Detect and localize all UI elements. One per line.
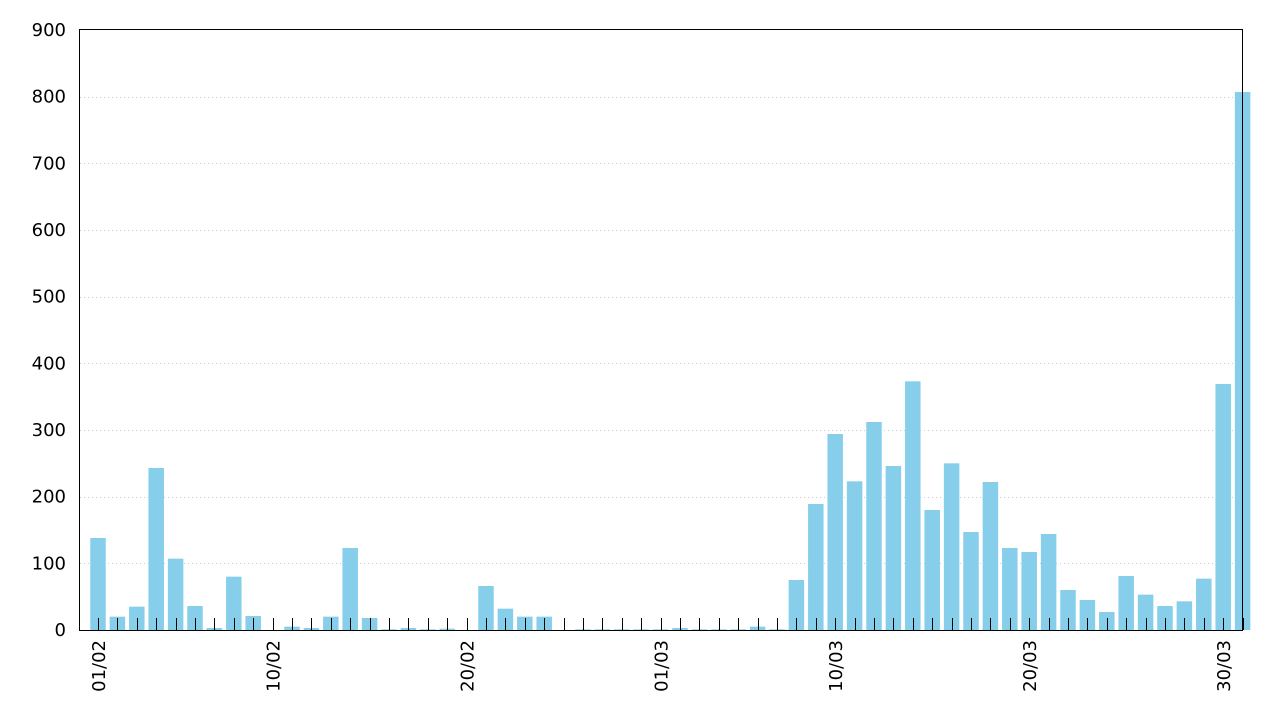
bar (342, 548, 358, 630)
x-tick-label: 01/02 (89, 640, 110, 692)
bar (614, 629, 630, 630)
bar (129, 606, 145, 630)
bar (905, 381, 921, 630)
y-tick-label: 500 (32, 287, 66, 308)
bar (827, 434, 843, 630)
bar (711, 629, 727, 630)
x-tick-label: 01/03 (652, 640, 673, 692)
x-tick-label: 30/03 (1214, 640, 1235, 692)
x-axis-labels: 01/02 10/02 20/02 01/03 10/03 20/03 30/03 (89, 640, 1235, 692)
bar (924, 510, 940, 630)
grid-lines (80, 97, 1242, 564)
bar (361, 618, 378, 630)
bar (749, 626, 766, 630)
bar (1118, 576, 1134, 630)
bar (1215, 384, 1231, 630)
bar (1002, 548, 1018, 630)
x-tick-label: 10/03 (826, 640, 847, 692)
bar (148, 468, 164, 630)
bar (943, 463, 960, 630)
bar (1079, 600, 1096, 630)
y-tick-label: 300 (32, 420, 66, 441)
y-tick-label: 900 (32, 20, 66, 41)
bar (226, 576, 242, 630)
bar (982, 482, 999, 630)
y-tick-label: 800 (32, 87, 66, 108)
bar (90, 538, 106, 630)
plot-frame (79, 29, 1243, 631)
y-tick-label: 0 (55, 620, 66, 641)
y-axis-labels: 0 100 200 300 400 500 600 700 800 900 (32, 20, 66, 641)
bar (788, 580, 805, 630)
bar (517, 616, 533, 630)
bar (1137, 594, 1154, 630)
x-tick-label: 20/03 (1020, 640, 1041, 692)
bar (885, 466, 902, 630)
y-tick-label: 400 (32, 353, 66, 374)
bar (1176, 601, 1193, 630)
bar (1040, 534, 1057, 630)
bar (167, 558, 184, 630)
bar (1021, 552, 1037, 630)
bar (323, 616, 339, 630)
y-tick-label: 600 (32, 220, 66, 241)
bars (90, 92, 1251, 630)
bar (963, 532, 979, 630)
bar (808, 504, 824, 630)
y-tick-label: 200 (32, 487, 66, 508)
bar (1196, 578, 1212, 630)
bar (652, 629, 669, 630)
y-tick-label: 700 (32, 153, 66, 174)
bar (866, 422, 882, 630)
bar (478, 586, 494, 630)
x-tick-label: 20/02 (458, 640, 479, 692)
bar (1060, 590, 1076, 630)
bar (1099, 612, 1115, 630)
y-tick-label: 100 (32, 553, 66, 574)
bar (420, 629, 436, 630)
x-tick-label: 10/02 (264, 640, 285, 692)
bar (846, 481, 863, 630)
x-axis-ticks (98, 618, 1244, 630)
